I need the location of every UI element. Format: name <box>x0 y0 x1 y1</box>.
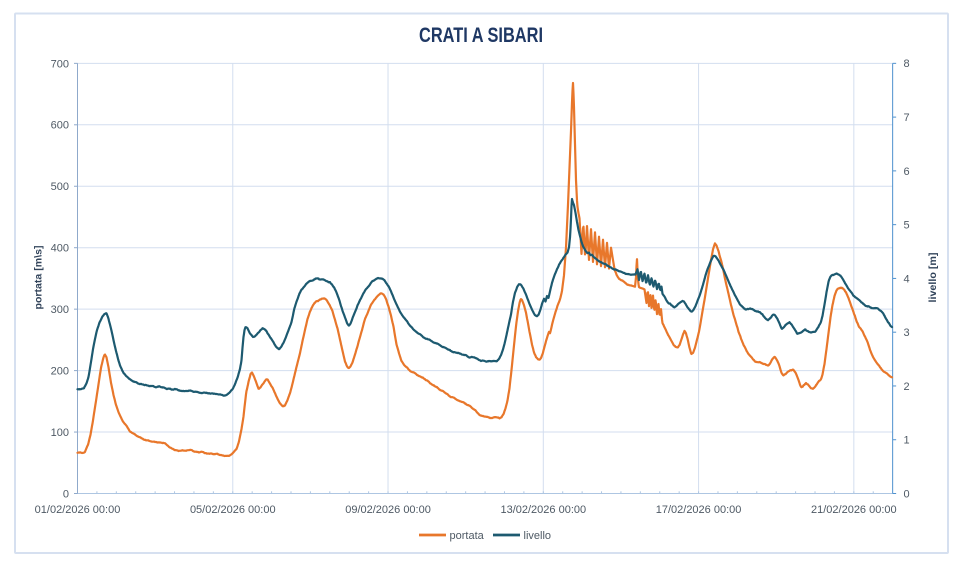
svg-text:01/02/2026 00:00: 01/02/2026 00:00 <box>35 504 121 516</box>
svg-text:100: 100 <box>51 427 69 439</box>
svg-text:CRATI A SIBARI: CRATI A SIBARI <box>419 24 543 47</box>
svg-text:3: 3 <box>904 327 910 339</box>
svg-text:4: 4 <box>904 273 910 285</box>
svg-text:600: 600 <box>51 120 69 132</box>
svg-text:6: 6 <box>904 166 910 178</box>
svg-text:0: 0 <box>63 488 69 500</box>
svg-text:0: 0 <box>904 488 910 500</box>
svg-text:portata: portata <box>450 530 485 542</box>
svg-text:200: 200 <box>51 366 69 378</box>
svg-text:09/02/2026 00:00: 09/02/2026 00:00 <box>345 504 431 516</box>
svg-text:700: 700 <box>51 58 69 70</box>
svg-text:2: 2 <box>904 381 910 393</box>
svg-text:portata [m\s]: portata [m\s] <box>33 246 45 310</box>
svg-text:05/02/2026 00:00: 05/02/2026 00:00 <box>190 504 276 516</box>
svg-text:21/02/2026 00:00: 21/02/2026 00:00 <box>811 504 897 516</box>
svg-text:300: 300 <box>51 304 69 316</box>
svg-text:7: 7 <box>904 112 910 124</box>
svg-text:8: 8 <box>904 58 910 70</box>
svg-text:17/02/2026 00:00: 17/02/2026 00:00 <box>656 504 742 516</box>
svg-text:livello [m]: livello [m] <box>927 253 939 303</box>
svg-text:5: 5 <box>904 220 910 232</box>
svg-text:1: 1 <box>904 435 910 447</box>
svg-text:400: 400 <box>51 243 69 255</box>
svg-text:livello: livello <box>524 530 552 542</box>
svg-text:13/02/2026 00:00: 13/02/2026 00:00 <box>500 504 586 516</box>
svg-text:500: 500 <box>51 181 69 193</box>
